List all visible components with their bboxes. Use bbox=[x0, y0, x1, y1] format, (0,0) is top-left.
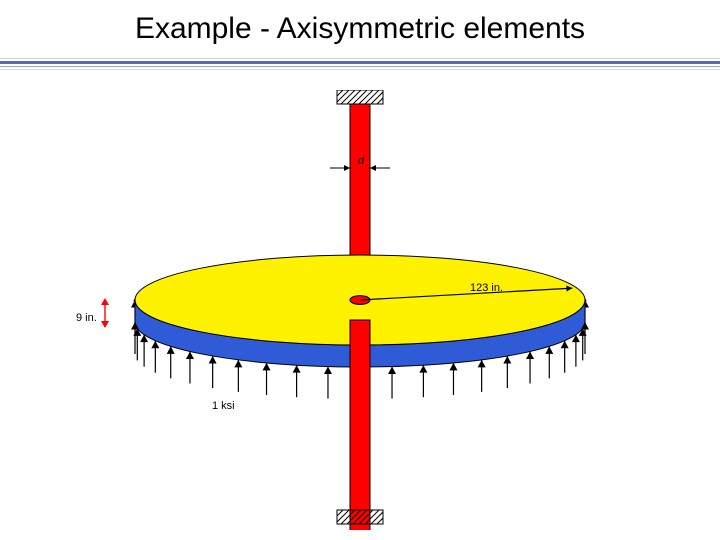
diagram-container: d 123 in. 9 in. 1 ksi bbox=[60, 90, 660, 530]
label-thickness: 9 in. bbox=[76, 312, 97, 324]
label-pressure: 1 ksi bbox=[212, 400, 235, 412]
rule-shadow bbox=[0, 58, 720, 59]
rule-under1 bbox=[0, 66, 720, 67]
slide-title: Example - Axisymmetric elements bbox=[0, 12, 720, 46]
rule-main bbox=[0, 61, 720, 64]
label-radius: 123 in. bbox=[470, 282, 503, 294]
slide: Example - Axisymmetric elements d 123 in… bbox=[0, 0, 720, 540]
title-rule bbox=[0, 58, 720, 70]
label-d: d bbox=[358, 155, 364, 167]
rule-under2 bbox=[0, 69, 720, 70]
